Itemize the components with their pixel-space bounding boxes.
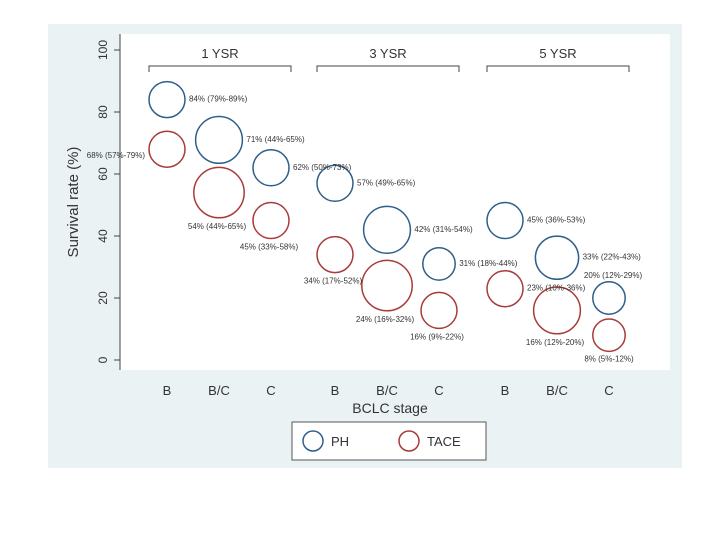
y-axis-label: Survival rate (%): [65, 147, 82, 258]
tace-bubble-label: 54% (44%-65%): [188, 222, 247, 231]
tace-legend-marker: [398, 430, 420, 452]
y-tick-label: 40: [96, 229, 110, 243]
x-tick-label: C: [604, 383, 613, 398]
ph-bubble-label: 31% (18%-44%): [459, 259, 518, 268]
tace-bubble-label: 23% (10%-36%): [527, 284, 586, 293]
ph-bubble: [422, 246, 456, 281]
y-tick-label: 0: [96, 356, 110, 363]
tace-bubble-label: 16% (9%-22%): [410, 332, 464, 341]
group-header-bracket: [148, 65, 292, 72]
legend: PH TACE: [291, 421, 487, 461]
bubbles-layer: [148, 80, 626, 353]
x-tick-label: B/C: [546, 383, 568, 398]
y-tick-label: 80: [96, 105, 110, 119]
group-header-label: 1 YSR: [201, 46, 238, 61]
ph-bubble-label: 62% (50%-73%): [293, 163, 352, 172]
tace-bubble: [252, 201, 290, 240]
x-tick-label: B/C: [376, 383, 398, 398]
bubble-labels-layer: 84% (79%-89%) 71% (44%-65%) 62% (50%-73%) 5…: [87, 95, 643, 364]
y-tick-label: 20: [96, 291, 110, 305]
x-tick-label: C: [434, 383, 443, 398]
tace-bubble: [316, 235, 354, 274]
ph-bubble: [534, 235, 580, 281]
tace-bubble: [420, 291, 458, 330]
ph-bubble: [148, 80, 186, 119]
tace-bubble-label: 8% (5%-12%): [584, 354, 634, 363]
ph-bubble-label: 20% (12%-29%): [584, 271, 643, 280]
y-axis-ticks: 0 20 40 60 80 100: [96, 40, 120, 363]
y-tick-label: 100: [96, 40, 110, 60]
ph-legend-marker: [302, 430, 324, 452]
x-tick-label: B: [501, 383, 510, 398]
ph-bubble-label: 45% (36%-53%): [527, 216, 586, 225]
group-header-label: 3 YSR: [369, 46, 406, 61]
tace-bubble: [361, 259, 413, 312]
plot-area: [120, 34, 670, 370]
ph-legend-label: PH: [331, 434, 349, 449]
ph-bubble-label: 42% (31%-54%): [414, 225, 473, 234]
x-tick-label: B: [331, 383, 340, 398]
ph-bubble: [592, 281, 626, 315]
y-tick-label: 60: [96, 167, 110, 181]
tace-bubble: [193, 166, 245, 219]
x-axis-label: BCLC stage: [352, 400, 428, 416]
ph-bubble: [252, 149, 290, 187]
tace-bubble: [592, 318, 626, 353]
tace-bubble: [148, 130, 186, 168]
group-header-bracket: [316, 65, 460, 72]
ph-bubble: [362, 205, 412, 254]
tace-bubble-label: 24% (16%-32%): [356, 315, 415, 324]
x-tick-label: B: [163, 383, 172, 398]
tace-bubble-label: 16% (12%-20%): [526, 338, 585, 347]
ph-bubble-label: 57% (49%-65%): [357, 178, 416, 187]
tace-bubble-label: 68% (57%-79%): [87, 151, 146, 160]
ph-bubble: [486, 201, 524, 240]
ph-bubble-label: 71% (44%-65%): [246, 135, 305, 144]
x-axis-ticks: B B/C C B B/C C B B/C C: [163, 383, 614, 398]
tace-bubble-label: 34% (17%-52%): [304, 277, 363, 286]
tace-bubble: [486, 269, 524, 308]
x-tick-label: B/C: [208, 383, 230, 398]
x-tick-label: C: [266, 383, 275, 398]
ph-bubble: [194, 115, 244, 165]
legend-box: [291, 421, 487, 461]
ph-bubble-label: 84% (79%-89%): [189, 95, 248, 104]
tace-legend-label: TACE: [427, 434, 461, 449]
ph-bubble: [316, 164, 354, 203]
group-header-bracket: [486, 65, 630, 72]
tace-bubble: [532, 286, 582, 335]
group-headers: 1 YSR 3 YSR 5 YSR: [148, 46, 630, 72]
group-header-label: 5 YSR: [539, 46, 576, 61]
ph-bubble-label: 33% (22%-43%): [583, 253, 642, 262]
tace-bubble-label: 45% (33%-58%): [240, 243, 299, 252]
